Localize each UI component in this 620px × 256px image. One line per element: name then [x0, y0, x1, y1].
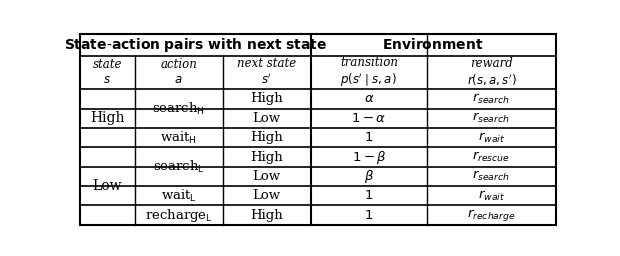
Text: wait$_\mathrm{L}$: wait$_\mathrm{L}$ [161, 188, 197, 204]
Text: transition
$p(s' \mid s, a)$: transition $p(s' \mid s, a)$ [340, 56, 398, 89]
Text: $r_{wait}$: $r_{wait}$ [478, 131, 505, 145]
Text: state
$s$: state $s$ [92, 58, 122, 86]
Text: High: High [250, 209, 283, 222]
Text: wait$_\mathrm{H}$: wait$_\mathrm{H}$ [160, 130, 197, 146]
Text: $1 - \alpha$: $1 - \alpha$ [352, 112, 386, 125]
Text: Low: Low [92, 179, 122, 193]
Text: High: High [250, 131, 283, 144]
Text: action
$a$: action $a$ [160, 58, 197, 86]
Text: $r_{search}$: $r_{search}$ [472, 92, 510, 106]
Text: Low: Low [252, 170, 281, 183]
Text: $r_{recharge}$: $r_{recharge}$ [467, 207, 516, 223]
Text: $r_{rescue}$: $r_{rescue}$ [472, 150, 510, 164]
Text: $1$: $1$ [365, 209, 373, 222]
Text: search$_\mathrm{H}$: search$_\mathrm{H}$ [152, 100, 205, 116]
Text: recharge$_\mathrm{L}$: recharge$_\mathrm{L}$ [144, 207, 213, 224]
Text: $1$: $1$ [365, 189, 373, 202]
Text: High: High [90, 111, 125, 125]
Text: $\mathbf{State\text{-}action\ pairs\ with\ next\ state}$: $\mathbf{State\text{-}action\ pairs\ wit… [64, 36, 327, 54]
Text: search$_\mathrm{L}$: search$_\mathrm{L}$ [153, 159, 205, 175]
Text: $1$: $1$ [365, 131, 373, 144]
Text: next state
$s'$: next state $s'$ [237, 58, 296, 87]
Text: $\alpha$: $\alpha$ [363, 92, 374, 105]
Text: $1 - \beta$: $1 - \beta$ [352, 148, 386, 166]
Text: $r_{search}$: $r_{search}$ [472, 111, 510, 125]
Text: Low: Low [252, 112, 281, 125]
Text: $r_{search}$: $r_{search}$ [472, 169, 510, 184]
Text: $\beta$: $\beta$ [364, 168, 374, 185]
Text: Low: Low [252, 189, 281, 202]
Text: High: High [250, 151, 283, 164]
Text: $r_{wait}$: $r_{wait}$ [478, 189, 505, 203]
Text: High: High [250, 92, 283, 105]
Text: reward
$r(s, a, s')$: reward $r(s, a, s')$ [466, 57, 516, 88]
Text: $\mathbf{Environment}$: $\mathbf{Environment}$ [383, 37, 484, 52]
